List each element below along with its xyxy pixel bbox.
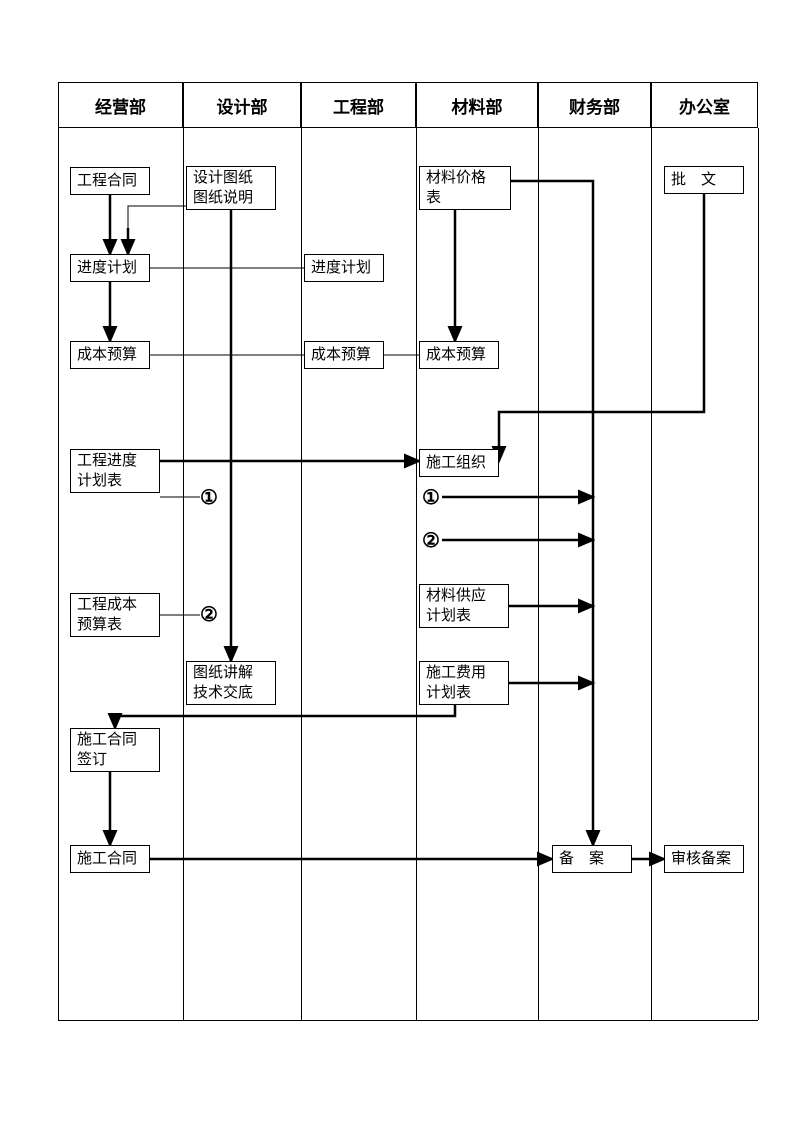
col-label: 工程部	[333, 93, 384, 118]
swimlane-border	[651, 128, 652, 1020]
col-header: 经营部	[58, 82, 183, 128]
flow-node-n_contract2: 施工合同	[70, 845, 150, 873]
col-label: 经营部	[95, 93, 146, 118]
flow-node-n_cost3: 成本预算	[419, 341, 499, 369]
col-label: 材料部	[452, 93, 503, 118]
swimlane-border	[183, 128, 184, 1020]
flow-node-n_matsupply: 材料供应计划表	[419, 584, 509, 628]
flow-node-n_matprice: 材料价格表	[419, 166, 511, 210]
col-header: 办公室	[651, 82, 758, 128]
flow-node-n_audit: 审核备案	[664, 845, 744, 873]
flow-node-n_org: 施工组织	[419, 449, 499, 477]
flow-node-n_sign: 施工合同签订	[70, 728, 160, 772]
flow-node-n_costplan: 工程成本预算表	[70, 593, 160, 637]
col-label: 财务部	[569, 93, 620, 118]
flow-node-n_beian: 备 案	[552, 845, 632, 873]
swimlane-border	[58, 128, 59, 1020]
flow-node-n_piwen: 批 文	[664, 166, 744, 194]
circled-ref: ②	[200, 602, 218, 627]
swimlane-border	[301, 128, 302, 1020]
flow-node-n_design: 设计图纸图纸说明	[186, 166, 276, 210]
page-root: 经营部 设计部 工程部 材料部 财务部 办公室 工程合同 设计图纸图纸说明 材料价格…	[0, 0, 793, 1122]
col-header: 设计部	[183, 82, 301, 128]
circled-ref: ①	[422, 485, 440, 510]
flow-node-n_costplan2: 施工费用计划表	[419, 661, 509, 705]
swimlane-border	[758, 128, 759, 1020]
flow-node-n_contract1: 工程合同	[70, 167, 150, 195]
col-header: 财务部	[538, 82, 651, 128]
flow-node-n_cost2: 成本预算	[304, 341, 384, 369]
circled-ref: ②	[422, 528, 440, 553]
col-header: 材料部	[416, 82, 538, 128]
col-header: 工程部	[301, 82, 416, 128]
flow-node-n_sched1: 进度计划	[70, 254, 150, 282]
col-label: 设计部	[217, 93, 268, 118]
swimlane-border	[416, 128, 417, 1020]
flow-node-n_progplan: 工程进度计划表	[70, 449, 160, 493]
circled-ref: ①	[200, 485, 218, 510]
swimlane-border	[538, 128, 539, 1020]
col-label: 办公室	[679, 93, 730, 118]
flow-node-n_cost1: 成本预算	[70, 341, 150, 369]
flow-node-n_sched2: 进度计划	[304, 254, 384, 282]
flow-node-n_drawings: 图纸讲解技术交底	[186, 661, 276, 705]
table-bottom-border	[58, 1020, 758, 1021]
